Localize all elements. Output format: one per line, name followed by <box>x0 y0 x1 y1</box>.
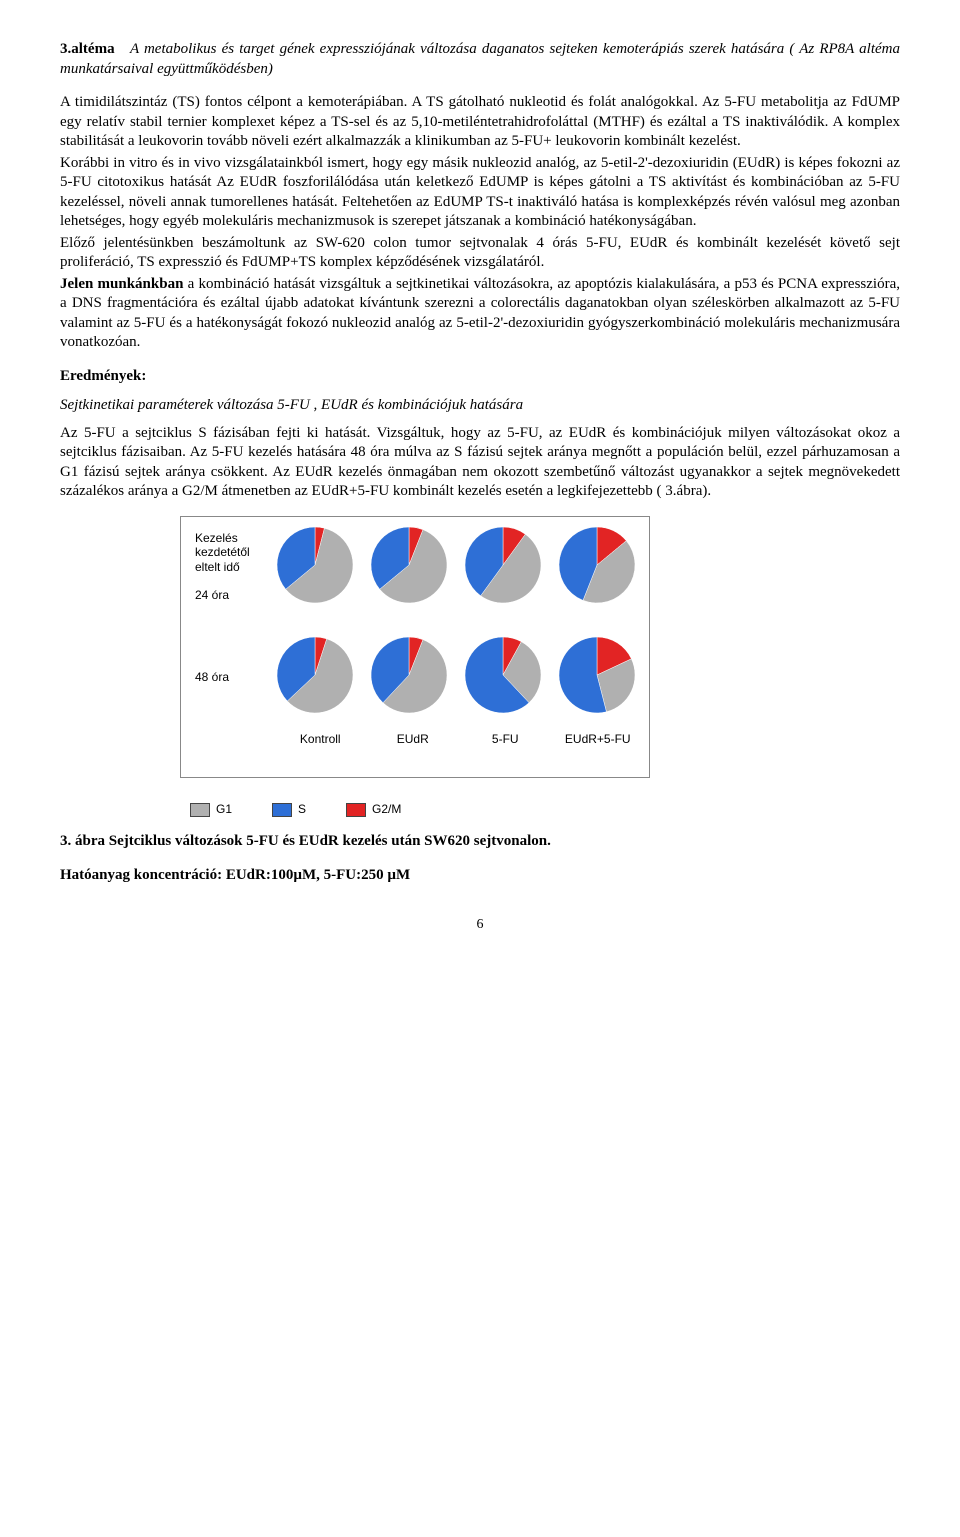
body-paragraph-2: Korábbi in vitro és in vivo vizsgálatain… <box>60 154 900 232</box>
body-paragraph-5: Az 5-FU a sejtciklus S fázisában fejti k… <box>60 424 900 502</box>
figure-caption-2: Hatóanyag koncentráció: EUdR:100µM, 5-FU… <box>60 866 900 886</box>
pie-0-3 <box>559 527 635 608</box>
pie-row-24h: Kezelés kezdetétől eltelt idő 24 óra <box>195 527 635 608</box>
pies-row-0 <box>277 527 635 608</box>
pie-0-2 <box>465 527 541 608</box>
title-prefix: 3.altéma <box>60 41 115 57</box>
pie-row-48h: 48 óra <box>195 637 635 718</box>
results-heading: Eredmények: <box>60 367 900 387</box>
column-labels: Kontroll EUdR 5-FU EUdR+5-FU <box>283 732 635 748</box>
legend-g2m: G2/M <box>346 802 401 818</box>
pie-0-0 <box>277 527 353 608</box>
section-title: 3.altéma A metabolikus és target gének e… <box>60 40 900 79</box>
pie-1-2 <box>465 637 541 718</box>
body-paragraph-4-rest: a kombináció hatását vizsgáltuk a sejtki… <box>60 276 900 351</box>
row-label-24: 24 óra <box>195 588 229 602</box>
swatch-g1 <box>190 803 210 817</box>
pie-1-0 <box>277 637 353 718</box>
legend-g1: G1 <box>190 802 232 818</box>
pie-1-1 <box>371 637 447 718</box>
pie-chart-grid: Kezelés kezdetétől eltelt idő 24 óra 48 … <box>180 516 650 779</box>
row-label-header: Kezelés kezdetétől eltelt idő 24 óra <box>195 531 259 603</box>
swatch-g2m <box>346 803 366 817</box>
pie-1-3 <box>559 637 635 718</box>
chart-legend: G1 S G2/M <box>190 802 900 818</box>
figure-caption-1: 3. ábra Sejtciklus változások 5-FU és EU… <box>60 832 900 852</box>
body-paragraph-1: A timidilátszintáz (TS) fontos célpont a… <box>60 93 900 152</box>
col-label-1: EUdR <box>376 732 451 748</box>
legend-s: S <box>272 802 306 818</box>
swatch-s <box>272 803 292 817</box>
subheading-italic: Sejtkinetikai paraméterek változása 5-FU… <box>60 396 900 416</box>
pie-0-1 <box>371 527 447 608</box>
body-paragraph-4: Jelen munkánkban a kombináció hatását vi… <box>60 275 900 353</box>
col-label-0: Kontroll <box>283 732 358 748</box>
col-label-2: 5-FU <box>468 732 543 748</box>
row-label-header-text: Kezelés kezdetétől eltelt idő <box>195 531 250 574</box>
pies-row-1 <box>277 637 635 718</box>
page-number: 6 <box>60 916 900 934</box>
row-label-48: 48 óra <box>195 670 259 684</box>
body-paragraph-4-bold: Jelen munkánkban <box>60 276 183 292</box>
title-rest: A metabolikus és target gének expresszió… <box>60 41 900 77</box>
col-label-3: EUdR+5-FU <box>561 732 636 748</box>
body-paragraph-3: Előző jelentésünkben beszámoltunk az SW-… <box>60 234 900 273</box>
